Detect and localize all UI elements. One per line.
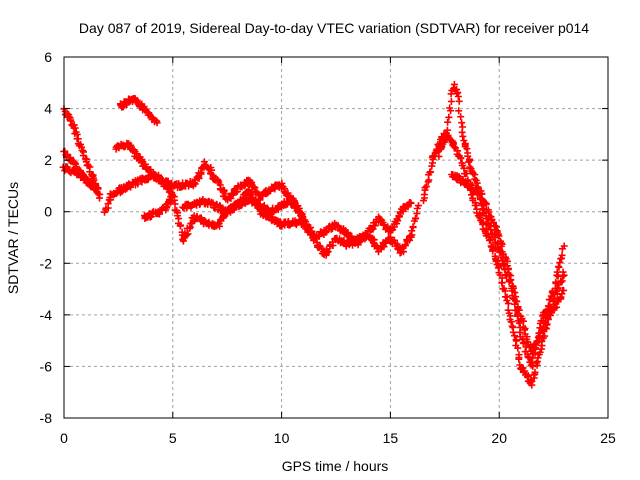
y-tick-label: 0: [44, 204, 52, 220]
plus-marks: [448, 171, 568, 370]
y-tick-label: -4: [40, 307, 53, 323]
series-track-11: [448, 171, 568, 370]
x-tick-label: 15: [383, 430, 399, 446]
plus-marks: [117, 94, 161, 127]
ticks: [63, 56, 609, 419]
y-tick-label: -8: [40, 410, 53, 426]
data-points: [59, 80, 568, 389]
x-tick-label: 5: [169, 430, 177, 446]
plus-marks: [420, 129, 568, 389]
x-tick-label: 25: [600, 430, 616, 446]
x-axis-label: GPS time / hours: [282, 458, 389, 474]
y-tick-label: -2: [40, 255, 53, 271]
y-tick-label: 2: [44, 152, 52, 168]
series-track-6: [101, 158, 306, 221]
y-tick-labels: -8 -6 -4 -2 0 2 4 6: [40, 49, 53, 426]
x-tick-labels: 0 5 10 15 20 25: [60, 430, 616, 446]
chart-title: Day 087 of 2019, Sidereal Day-to-day VTE…: [79, 20, 589, 36]
y-tick-label: 4: [44, 101, 52, 117]
x-tick-label: 10: [274, 430, 290, 446]
plus-marks: [101, 158, 306, 221]
y-tick-label: -6: [40, 358, 53, 374]
plus-marks: [179, 193, 415, 249]
series-track-8: [179, 193, 415, 249]
x-tick-label: 20: [491, 430, 507, 446]
y-tick-label: 6: [44, 49, 52, 65]
plus-marks: [59, 163, 102, 193]
plot-border: [63, 56, 609, 419]
series-track-9: [420, 129, 568, 389]
y-axis-label: SDTVAR / TECUs: [5, 182, 21, 294]
series-track-3: [59, 163, 102, 193]
x-tick-label: 0: [60, 430, 68, 446]
series-track-4: [117, 94, 161, 127]
